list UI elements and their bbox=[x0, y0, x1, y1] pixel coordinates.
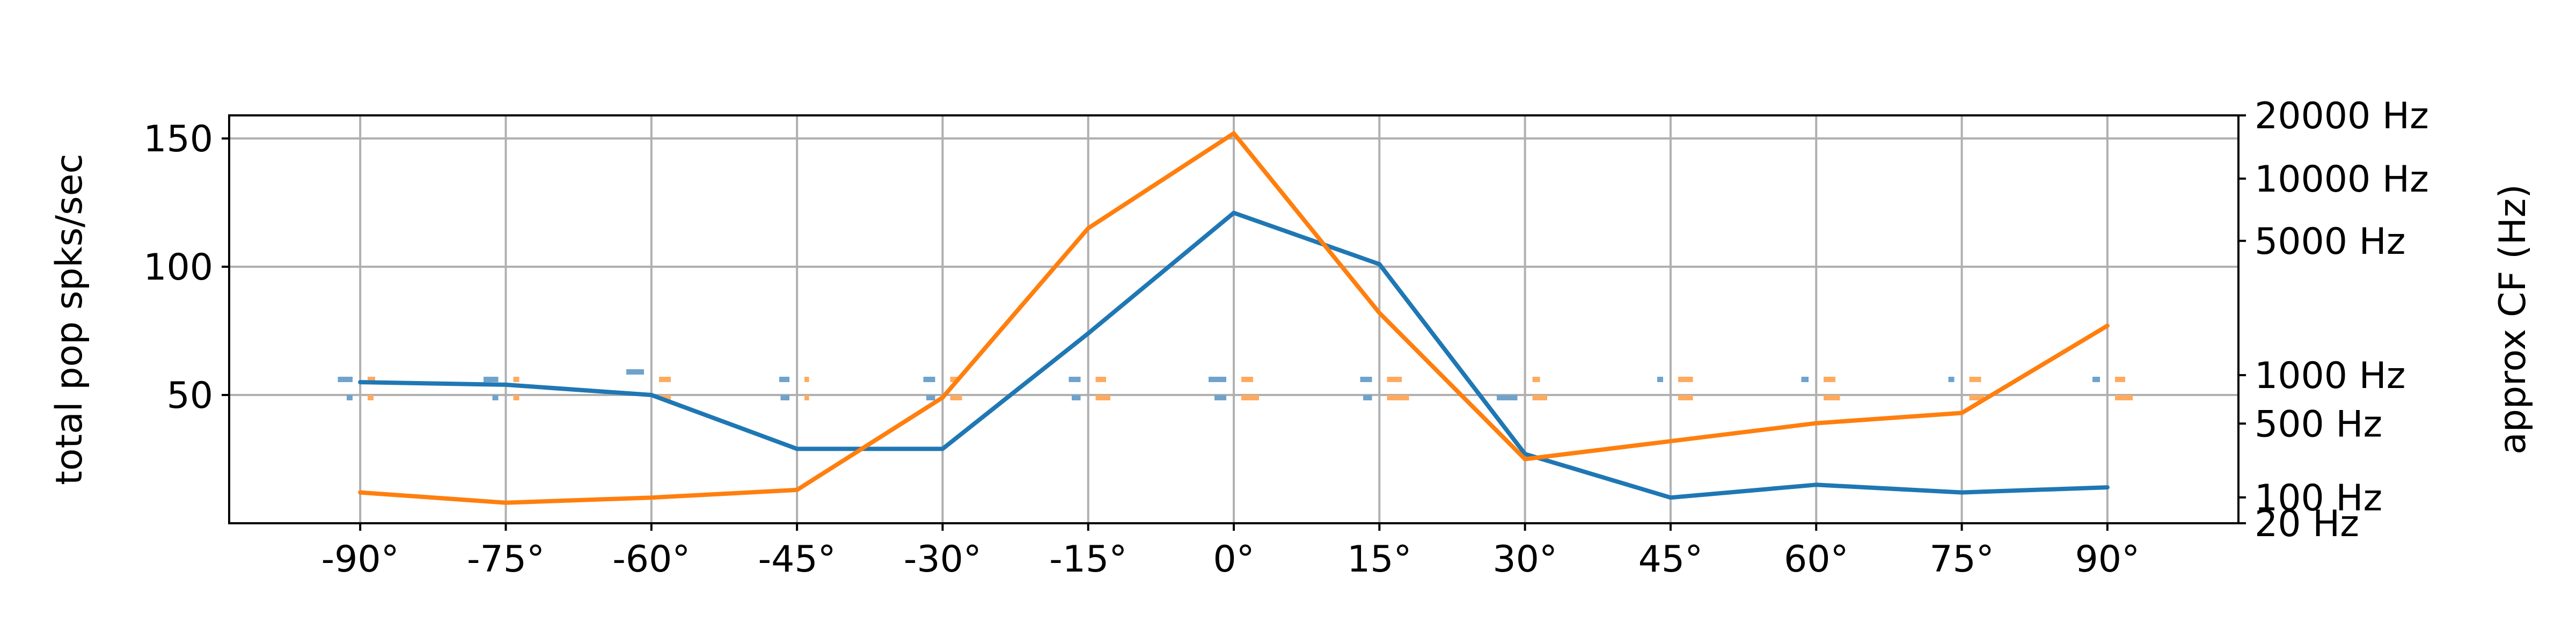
x-tick-label: -45° bbox=[758, 538, 836, 581]
x-tick-label: 90° bbox=[2075, 538, 2140, 581]
cf-bar-orange bbox=[1532, 395, 1548, 401]
cf-bar-blue bbox=[1069, 377, 1081, 383]
cf-bar-orange bbox=[368, 377, 375, 383]
cf-bar-blue bbox=[923, 377, 935, 383]
cf-bar-orange bbox=[1824, 395, 1840, 401]
cf-bar-orange bbox=[804, 395, 809, 401]
cf-bar-orange bbox=[804, 377, 809, 383]
series-line-orange bbox=[358, 131, 2110, 505]
cf-bar-orange bbox=[1532, 377, 1540, 383]
cf-bar-orange bbox=[1387, 377, 1402, 383]
y2-tick-label: 20 Hz bbox=[2255, 503, 2359, 545]
y2-tick-label: 5000 Hz bbox=[2255, 221, 2406, 263]
cf-bar-blue bbox=[492, 395, 499, 401]
y2-tick-label: 20000 Hz bbox=[2255, 95, 2429, 137]
x-tick-label: 60° bbox=[1784, 538, 1849, 581]
ticks-layer: -90° -75° -60° -45° -30° -15° 0° 15° 30° 45° 60° 75… bbox=[143, 95, 2429, 581]
cf-bar-blue bbox=[1657, 377, 1663, 383]
y-tick-label: 100 bbox=[143, 246, 213, 289]
cf-bar-orange bbox=[1969, 377, 1981, 383]
cf-bar-orange bbox=[1387, 395, 1409, 401]
cf-bar-orange bbox=[1241, 395, 1259, 401]
cf-bar-orange bbox=[2114, 377, 2126, 383]
cf-bar-blue bbox=[1497, 395, 1518, 401]
x-tick-label: 0° bbox=[1213, 538, 1254, 581]
x-tick-label: -60° bbox=[612, 538, 690, 581]
x-tick-label: 75° bbox=[1929, 538, 1994, 581]
cf-bar-orange bbox=[1824, 377, 1836, 383]
cf-bar-orange bbox=[950, 377, 959, 383]
cf-bar-orange bbox=[2114, 395, 2133, 401]
series-line-blue bbox=[358, 210, 2110, 500]
cf-bar-orange bbox=[513, 377, 519, 383]
grid-layer bbox=[229, 115, 2238, 523]
series-layer bbox=[358, 131, 2110, 505]
y2-tick-label: 100 Hz bbox=[2255, 477, 2382, 519]
cf-bar-blue bbox=[1072, 395, 1081, 401]
cf-bar-blue bbox=[347, 395, 353, 401]
cf-bar-orange bbox=[1095, 377, 1106, 383]
cf-distribution-layer bbox=[338, 369, 2133, 401]
cf-bar-orange bbox=[1241, 377, 1253, 383]
cf-bar-blue bbox=[2092, 377, 2100, 383]
cf-bar-orange bbox=[1969, 395, 1985, 401]
cf-bar-blue bbox=[483, 377, 499, 383]
x-tick-label: -90° bbox=[321, 538, 399, 581]
y2-tick-label: 1000 Hz bbox=[2255, 355, 2406, 397]
cf-bar-blue bbox=[1209, 377, 1226, 383]
y2-axis-label: approx CF (Hz) bbox=[2492, 184, 2534, 455]
cf-bar-orange bbox=[513, 395, 519, 401]
cf-bar-orange bbox=[950, 395, 962, 401]
x-tick-label: 45° bbox=[1638, 538, 1703, 581]
cf-bar-orange bbox=[1095, 395, 1111, 401]
x-tick-label: -30° bbox=[904, 538, 982, 581]
cf-bar-blue bbox=[780, 395, 790, 401]
y-axis-label: total pop spks/sec bbox=[48, 153, 91, 485]
cf-bar-blue bbox=[1948, 377, 1955, 383]
cf-bar-blue bbox=[1214, 395, 1226, 401]
cf-bar-blue bbox=[626, 369, 644, 375]
cf-bar-blue bbox=[1801, 377, 1809, 383]
cf-bar-blue bbox=[1360, 377, 1372, 383]
x-tick-label: -15° bbox=[1049, 538, 1127, 581]
cf-bar-blue bbox=[1363, 395, 1372, 401]
x-tick-label: -75° bbox=[467, 538, 545, 581]
y2-tick-label: 500 Hz bbox=[2255, 403, 2382, 445]
y-tick-label: 150 bbox=[143, 118, 213, 160]
cf-bar-orange bbox=[368, 395, 374, 401]
cf-bar-blue bbox=[779, 377, 790, 383]
cf-bar-orange bbox=[1678, 395, 1693, 401]
cf-bar-blue bbox=[926, 395, 935, 401]
x-tick-label: 30° bbox=[1492, 538, 1557, 581]
cf-bar-orange bbox=[1678, 377, 1693, 383]
y2-tick-label: 10000 Hz bbox=[2255, 158, 2429, 201]
y-tick-label: 50 bbox=[166, 375, 213, 417]
cf-bar-blue bbox=[338, 377, 353, 383]
x-tick-label: 15° bbox=[1347, 538, 1412, 581]
cf-bar-orange bbox=[658, 377, 671, 383]
